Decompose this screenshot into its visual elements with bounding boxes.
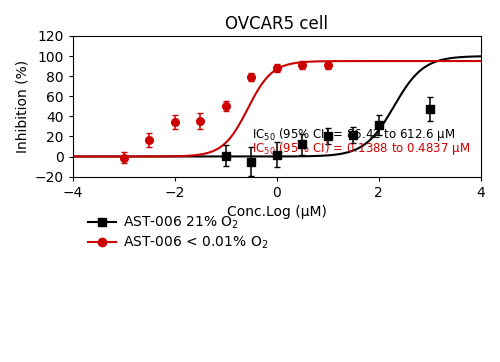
Y-axis label: Inhibition (%): Inhibition (%) xyxy=(15,60,29,153)
Title: OVCAR5 cell: OVCAR5 cell xyxy=(225,15,328,33)
Text: IC$_{50}$ (95% CI) = 86.42 to 612.6 μM: IC$_{50}$ (95% CI) = 86.42 to 612.6 μM xyxy=(252,126,456,143)
Legend: AST-006 21% O$_2$, AST-006 < 0.01% O$_2$: AST-006 21% O$_2$, AST-006 < 0.01% O$_2$ xyxy=(88,215,268,252)
X-axis label: Conc.Log (μM): Conc.Log (μM) xyxy=(226,205,326,219)
Text: IC$_{50}$ (95% CI) = 0.1388 to 0.4837 μM: IC$_{50}$ (95% CI) = 0.1388 to 0.4837 μM xyxy=(252,140,470,157)
